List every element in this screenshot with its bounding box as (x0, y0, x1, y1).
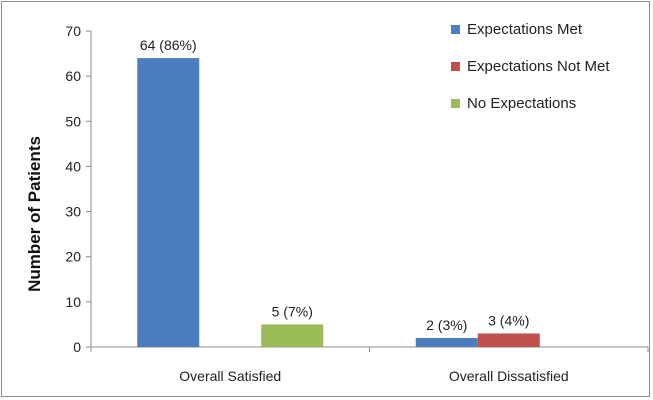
legend-swatch (451, 25, 460, 34)
y-tick-label: 20 (65, 249, 81, 265)
category-labels: Overall Satisfied Overall Dissatisfied (179, 368, 568, 384)
legend-label: No Expectations (467, 95, 576, 112)
bar-expectations-met (415, 337, 478, 347)
data-label: 5 (7%) (272, 303, 313, 319)
legend-label: Expectations Met (467, 21, 583, 38)
data-labels: 64 (86%) 5 (7%) 2 (3%) 3 (4%) (140, 37, 530, 333)
y-tick-label: 70 (65, 23, 81, 39)
y-tick-label: 50 (65, 113, 81, 129)
y-tick-label: 30 (65, 204, 81, 220)
x-category-label: Overall Dissatisfied (449, 368, 569, 384)
data-label: 3 (4%) (488, 312, 529, 328)
y-tick-label: 10 (65, 294, 81, 310)
legend-label: Expectations Not Met (467, 58, 610, 75)
bar-no-expectations (261, 324, 324, 347)
legend: Expectations Met Expectations Not Met No E… (451, 21, 610, 112)
data-label: 2 (3%) (426, 317, 467, 333)
y-axis-title: Number of Patients (25, 136, 44, 292)
x-category-label: Overall Satisfied (179, 368, 281, 384)
bar-expectations-met (137, 58, 200, 347)
bar-expectations-not-met (477, 333, 540, 347)
bars (137, 58, 540, 347)
y-tick-label: 0 (73, 339, 81, 355)
data-label: 64 (86%) (140, 37, 197, 53)
legend-swatch (451, 99, 460, 108)
y-tick-label: 60 (65, 68, 81, 84)
y-axis-ticks: 0 10 20 30 40 50 60 70 (65, 23, 91, 355)
y-tick-label: 40 (65, 158, 81, 174)
legend-swatch (451, 62, 460, 71)
